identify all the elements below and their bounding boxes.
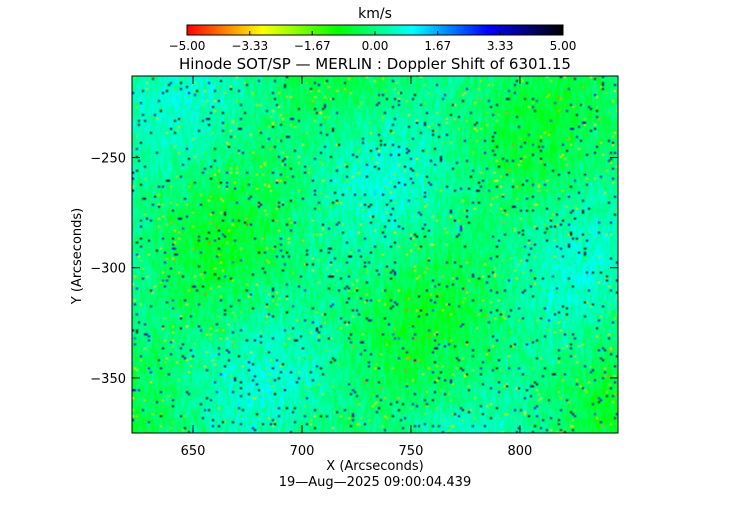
colorbar-tick-label: −5.00 bbox=[169, 39, 206, 53]
chart-title: Hinode SOT/SP — MERLIN : Doppler Shift o… bbox=[179, 55, 571, 73]
x-tick-label: 800 bbox=[508, 444, 533, 459]
timestamp: 19—Aug—2025 09:00:04.439 bbox=[279, 475, 471, 490]
y-tick-label: −250 bbox=[90, 152, 126, 167]
plot-frame bbox=[131, 75, 619, 434]
x-axis-label: X (Arcseconds) bbox=[326, 459, 423, 474]
y-axis: −250 −300 −350 bbox=[90, 152, 618, 387]
colorbar-tick-label: 3.33 bbox=[487, 39, 514, 53]
x-tick-label: 650 bbox=[181, 444, 206, 459]
colorbar-tick-label: −1.67 bbox=[294, 39, 331, 53]
x-tick-label: 700 bbox=[290, 444, 315, 459]
y-axis-label: Y (Arcseconds) bbox=[70, 208, 85, 305]
y-tick-label: −300 bbox=[90, 262, 126, 277]
x-tick-label: 750 bbox=[399, 444, 424, 459]
colorbar-tick-label: 1.67 bbox=[424, 39, 451, 53]
colorbar-label: km/s bbox=[358, 6, 392, 22]
colorbar-tick-label: 5.00 bbox=[550, 39, 577, 53]
colorbar-tick-label: −3.33 bbox=[231, 39, 268, 53]
doppler-heatmap bbox=[132, 76, 618, 433]
x-axis: 650 700 750 800 bbox=[181, 76, 533, 459]
colorbar-tick-label: 0.00 bbox=[362, 39, 389, 53]
colorbar-ticks: −5.00 −3.33 −1.67 0.00 1.67 3.33 5.00 bbox=[169, 31, 577, 53]
y-tick-label: −350 bbox=[90, 372, 126, 387]
